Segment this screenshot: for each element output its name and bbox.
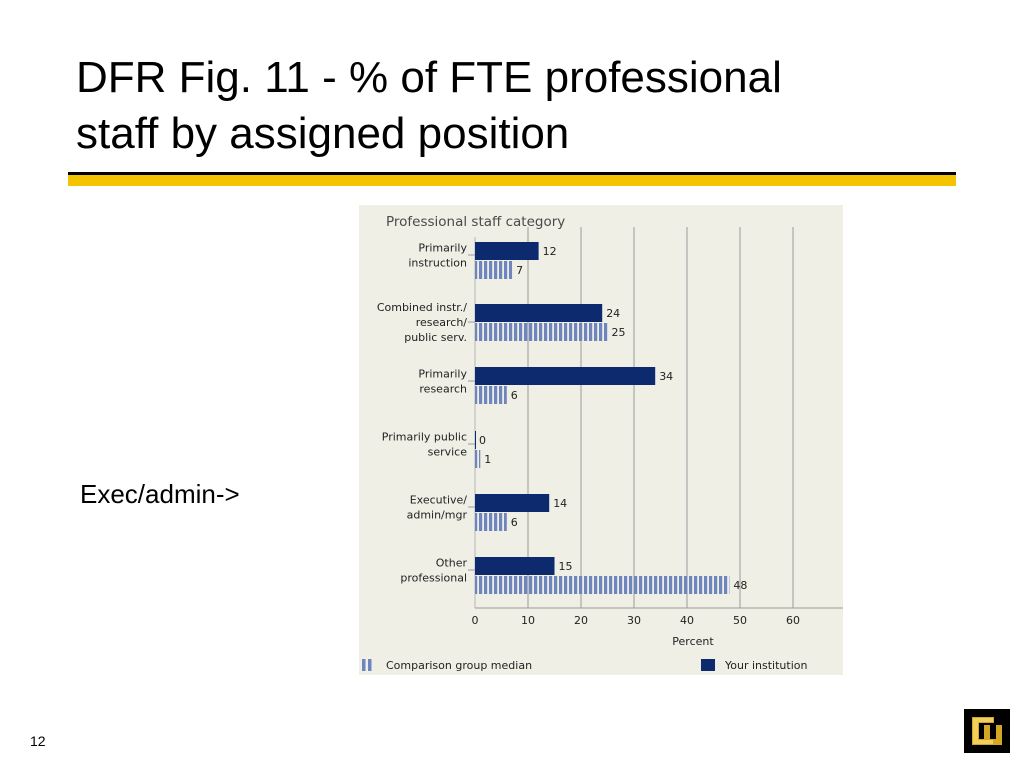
x-tick-label: 40	[680, 614, 694, 627]
data-label-your-institution: 12	[543, 245, 557, 258]
slide-number: 12	[30, 733, 46, 749]
data-label-comparison-median: 48	[733, 579, 747, 592]
bar-your-institution	[475, 304, 603, 322]
x-tick-label: 30	[627, 614, 641, 627]
bar-your-institution	[475, 242, 539, 260]
category-label: Combined instr./	[377, 301, 467, 314]
slide-title: DFR Fig. 11 - % of FTE professional staf…	[76, 50, 956, 162]
category-label: Primarily	[418, 368, 467, 381]
category-label: Primarily public	[382, 431, 467, 444]
category-label: Executive/	[410, 494, 468, 507]
cu-logo	[964, 709, 1010, 753]
x-tick-label: 7	[843, 614, 844, 627]
data-label-comparison-median: 7	[516, 264, 523, 277]
legend-swatch-comparison-median	[362, 659, 366, 671]
category-label: research	[419, 383, 467, 396]
x-tick-label: 20	[574, 614, 588, 627]
category-label: public serv.	[404, 331, 467, 344]
bar-your-institution	[475, 557, 555, 575]
data-label-your-institution: 34	[659, 370, 673, 383]
title-line-1: DFR Fig. 11 - % of FTE professional	[76, 53, 782, 102]
x-tick-label: 60	[786, 614, 800, 627]
bar-comparison-median	[475, 576, 730, 594]
category-label: research/	[416, 316, 468, 329]
x-tick-label: 0	[472, 614, 479, 627]
bar-your-institution	[475, 494, 550, 512]
data-label-your-institution: 0	[479, 434, 486, 447]
data-label-comparison-median: 6	[511, 516, 518, 529]
bar-your-institution	[475, 367, 656, 385]
title-underline	[68, 172, 956, 186]
x-tick-label: 50	[733, 614, 747, 627]
data-label-comparison-median: 6	[511, 389, 518, 402]
category-label: Primarily	[418, 242, 467, 255]
chart-title: Professional staff category	[386, 214, 565, 230]
bar-comparison-median	[475, 323, 608, 341]
bar-comparison-median	[475, 261, 513, 279]
category-label: admin/mgr	[407, 509, 468, 522]
legend-label-your-institution: Your institution	[724, 659, 807, 672]
exec-admin-pointer: Exec/admin->	[80, 479, 240, 509]
data-label-your-institution: 14	[553, 497, 567, 510]
x-tick-label: 10	[521, 614, 535, 627]
chart-panel: Professional staff category 0 10 20 30 40 50 60…	[359, 205, 843, 675]
category-label: Other	[436, 557, 468, 570]
bar-comparison-median	[475, 513, 507, 531]
data-label-your-institution: 15	[559, 560, 573, 573]
data-label-comparison-median: 1	[484, 453, 491, 466]
category-label: service	[428, 446, 468, 459]
category-label: professional	[400, 572, 467, 585]
legend-swatch-comparison-median	[368, 659, 372, 671]
data-label-comparison-median: 25	[612, 326, 626, 339]
category-label: instruction	[408, 257, 467, 270]
legend-swatch-your-institution	[701, 659, 715, 671]
title-line-2: staff by assigned position	[76, 109, 570, 158]
bar-comparison-median	[475, 386, 507, 404]
data-label-your-institution: 24	[606, 307, 620, 320]
legend-label-comparison-median: Comparison group median	[386, 659, 532, 672]
x-axis-label: Percent	[672, 635, 714, 648]
bar-comparison-median	[475, 450, 481, 468]
